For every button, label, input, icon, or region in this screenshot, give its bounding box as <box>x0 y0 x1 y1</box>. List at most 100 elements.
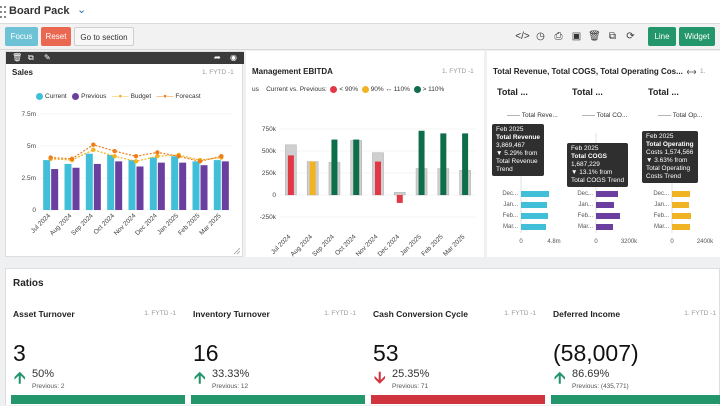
x-tick-label: 0 <box>594 239 598 245</box>
print-icon[interactable]: ⎙ <box>554 31 563 42</box>
bar-current <box>128 160 136 210</box>
y-tick-label: 750k <box>262 126 277 133</box>
revenue-title: Total Revenue, Total COGS, Total Operati… <box>493 67 683 76</box>
row-label: Jan... <box>654 202 669 208</box>
ebitda-period: 1. FYTD -1 <box>442 68 474 75</box>
bar-current <box>309 161 316 195</box>
kpi-value: (58,007) <box>553 340 639 366</box>
bar-value <box>596 224 613 230</box>
x-tick-label: 2400k <box>697 239 714 245</box>
x-tick-label: 4.8m <box>547 239 560 245</box>
kpi-previous: Previous: 12 <box>212 383 249 390</box>
kpi-deferred-income[interactable]: Deferred Income 1. FYTD -1 (58,007) 🡩 86… <box>551 309 720 406</box>
go-to-section-button[interactable]: Go to section <box>74 27 134 46</box>
bar-previous <box>179 162 187 210</box>
bar-current <box>396 195 403 203</box>
x-tick-label: Sep 2024 <box>311 233 336 257</box>
bar-current <box>107 154 115 210</box>
y-tick-label: -250k <box>260 214 277 221</box>
ratios-section: Ratios Asset Turnover 1. FYTD -1 3 🡩 50%… <box>5 268 720 405</box>
col3-head: Total ... <box>648 87 679 97</box>
kpi-name: Asset Turnover <box>13 309 75 319</box>
bar-current <box>375 161 381 195</box>
bar-current <box>331 139 338 195</box>
bar-previous <box>394 192 406 196</box>
bar-previous <box>157 162 165 210</box>
camera-icon[interactable]: ◉ <box>230 53 237 62</box>
legend-previous: Previous <box>72 93 106 100</box>
focus-button[interactable]: Focus <box>5 27 38 46</box>
kpi-previous: Previous: 71 <box>392 383 429 390</box>
y-tick-label: 5m <box>27 143 36 150</box>
kpi-change: 33.33% <box>212 368 250 380</box>
refresh-icon[interactable]: ⟳ <box>626 31 635 42</box>
bar-current <box>192 161 200 210</box>
kpi-period: 1. FYTD -1 <box>684 310 716 317</box>
bank-icon[interactable]: ▣ <box>571 31 582 42</box>
kpi-inventory-turnover[interactable]: Inventory Turnover 1. FYTD -1 16 🡩 33.33… <box>191 309 366 406</box>
kpi-status-bar <box>191 395 365 404</box>
revenue-widget[interactable]: Total Revenue, Total COGS, Total Operati… <box>487 51 720 257</box>
add-line-button[interactable]: Line <box>648 27 676 46</box>
bar-value <box>596 191 618 197</box>
tooltip-opex: Feb 2025 Total Operating Costs 1,574,566… <box>642 131 698 183</box>
legend-forecast: —●— Forecast <box>156 93 201 101</box>
bar-current <box>353 139 360 195</box>
add-widget-button[interactable]: Widget <box>679 27 715 46</box>
tooltip-cogs: Feb 2025 Total COGS 1,687,229 ▼ 13.1% fr… <box>567 143 629 187</box>
row-label: Mar... <box>503 224 518 230</box>
copy-icon[interactable]: ⧉ <box>28 53 34 62</box>
history-icon[interactable]: ◷ <box>536 31 545 42</box>
ebitda-unit: us <box>252 86 259 94</box>
expand-icon[interactable] <box>687 69 696 75</box>
arrow-down-icon: 🡫 <box>374 370 386 387</box>
code-icon[interactable]: </> <box>515 31 530 42</box>
bar-previous <box>136 166 144 210</box>
forecast-point <box>48 155 53 160</box>
row-label: Feb... <box>578 213 594 219</box>
x-tick-label: Sep 2024 <box>70 212 95 237</box>
revenue-period: 1. <box>700 68 706 75</box>
forecast-point <box>69 156 75 161</box>
app-header: Board Pack ⌄ <box>0 0 720 24</box>
arrow-up-icon: 🡩 <box>14 370 26 387</box>
legend-current: Current <box>36 93 67 100</box>
bar-current <box>213 160 221 210</box>
col1-sub: —— Total Reve... <box>507 112 558 119</box>
ebitda-legend: us Current vs. Previous: < 90% 90% ↔ 110… <box>252 86 444 93</box>
kpi-name: Inventory Turnover <box>193 309 270 319</box>
kpi-cash-conversion-cycle[interactable]: Cash Conversion Cycle 1. FYTD -1 53 🡫 25… <box>371 309 546 406</box>
kpi-value: 16 <box>193 340 219 366</box>
reset-button[interactable]: Reset <box>41 27 71 46</box>
edit-icon[interactable]: ✎ <box>44 53 51 62</box>
trash-icon[interactable]: 🗑 <box>588 31 601 42</box>
copy-icon[interactable]: ⧉ <box>608 31 617 42</box>
arrow-up-icon: 🡩 <box>194 370 206 387</box>
row-label: Jan... <box>503 202 518 208</box>
arrow-up-icon: 🡩 <box>554 370 566 387</box>
bar-previous <box>200 165 208 210</box>
share-icon[interactable]: ➦ <box>214 53 221 62</box>
forecast-point <box>176 154 181 159</box>
kpi-asset-turnover[interactable]: Asset Turnover 1. FYTD -1 3 🡩 50% Previo… <box>11 309 186 406</box>
chevron-down-icon[interactable]: ⌄ <box>77 4 87 16</box>
resize-handle-icon[interactable] <box>233 247 241 255</box>
bar-current <box>149 157 157 210</box>
kpi-value: 53 <box>373 340 399 366</box>
row-label: Dec... <box>577 191 593 197</box>
toolbar: Focus Reset Go to section </> ◷ ⎙ ▣ 🗑 ⧉ … <box>0 24 720 50</box>
ratios-title: Ratios <box>13 278 44 289</box>
trash-icon[interactable]: 🗑 <box>12 53 23 62</box>
bar-value <box>672 224 690 230</box>
sales-widget[interactable]: 🗑 ⧉ ✎ ➦ ◉ Sales 1. FYTD -1 Current Previ… <box>5 51 244 257</box>
x-tick-label: Dec 2024 <box>134 212 159 237</box>
bar-current <box>440 133 447 195</box>
bar-previous <box>93 163 101 210</box>
legend-high: > 110% <box>413 86 444 93</box>
kpi-period: 1. FYTD -1 <box>504 310 536 317</box>
ebitda-widget[interactable]: Management EBITDA 1. FYTD -1 us Current … <box>246 51 484 257</box>
x-tick-label: 0 <box>670 239 674 245</box>
forecast-point <box>91 142 96 147</box>
col3-sub: —— Total Op... <box>658 112 703 119</box>
